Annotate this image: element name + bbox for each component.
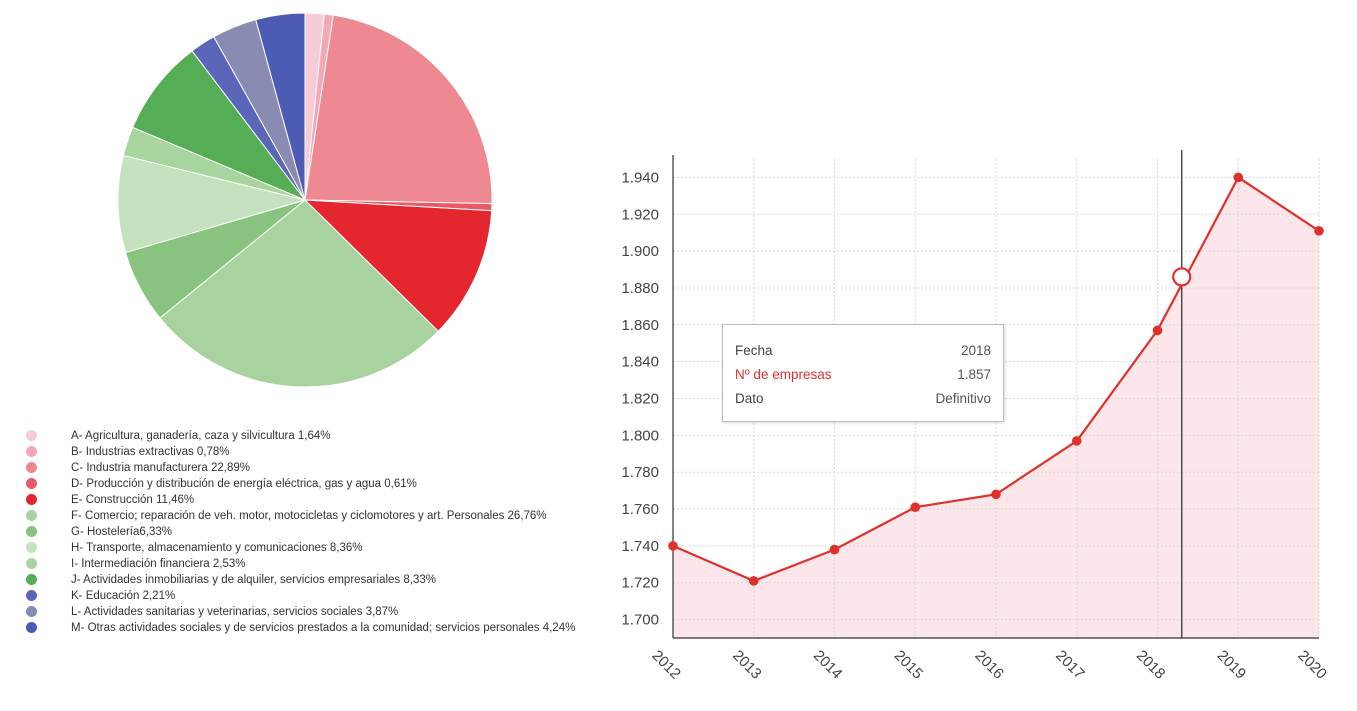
tooltip-row-status: Dato Definitivo <box>735 387 991 411</box>
x-tick-label: 2016 <box>971 647 1007 683</box>
legend-label: G- Hostelería6,33% <box>71 526 172 538</box>
x-tick-label: 2019 <box>1214 647 1250 683</box>
data-point-2016[interactable] <box>991 489 1001 500</box>
tooltip-date-key: Fecha <box>735 343 773 358</box>
legend-label: H- Transporte, almacenamiento y comunica… <box>71 542 363 554</box>
legend-item-l[interactable]: L- Actividades sanitarias y veterinarias… <box>26 604 586 620</box>
y-tick-label: 1.820 <box>621 391 659 408</box>
legend-label: B- Industrias extractivas 0,78% <box>71 446 230 458</box>
x-tick-label: 2018 <box>1133 647 1169 683</box>
legend-swatch <box>26 446 37 457</box>
y-tick-label: 1.700 <box>621 612 659 629</box>
y-tick-label: 1.880 <box>621 280 659 297</box>
legend-swatch <box>26 542 37 553</box>
y-tick-label: 1.780 <box>621 464 659 481</box>
tooltip-count-value: 1.857 <box>957 367 991 382</box>
legend-item-j[interactable]: J- Actividades inmobiliarias y de alquil… <box>26 572 586 588</box>
legend-label: A- Agricultura, ganadería, caza y silvic… <box>71 430 331 442</box>
legend-label: C- Industria manufacturera 22,89% <box>71 462 250 474</box>
pie-legend: A- Agricultura, ganadería, caza y silvic… <box>26 428 586 636</box>
pie-slice-c[interactable] <box>304 14 493 205</box>
data-point-2013[interactable] <box>748 576 759 586</box>
x-tick-label: 2017 <box>1052 647 1088 683</box>
legend-swatch <box>26 494 37 505</box>
legend-item-m[interactable]: M- Otras actividades sociales y de servi… <box>26 620 586 636</box>
legend-swatch <box>26 558 37 569</box>
y-tick-label: 1.720 <box>621 575 659 592</box>
hover-marker <box>1172 267 1192 287</box>
legend-item-i[interactable]: I- Intermediación financiera 2,53% <box>26 556 586 572</box>
legend-item-h[interactable]: H- Transporte, almacenamiento y comunica… <box>26 540 586 556</box>
legend-swatch <box>26 606 37 617</box>
data-point-2020[interactable] <box>1314 226 1324 236</box>
legend-item-c[interactable]: C- Industria manufacturera 22,89% <box>26 460 586 476</box>
legend-swatch <box>26 478 37 489</box>
data-point-2015[interactable] <box>910 502 921 512</box>
y-tick-label: 1.860 <box>621 317 659 334</box>
area-fill <box>673 177 1319 638</box>
data-point-2014[interactable] <box>829 544 840 555</box>
pie-slice-f[interactable] <box>159 199 439 388</box>
legend-item-e[interactable]: E- Construcción 11,46% <box>26 492 586 508</box>
y-tick-label: 1.940 <box>621 169 659 186</box>
tooltip-row-count: Nº de empresas 1.857 <box>735 363 991 387</box>
legend-swatch <box>26 526 37 537</box>
legend-label: E- Construcción 11,46% <box>71 494 195 506</box>
data-point-2019[interactable] <box>1233 172 1244 183</box>
pie-slice-j[interactable] <box>132 50 307 202</box>
legend-label: F- Comercio; reparación de veh. motor, m… <box>71 510 547 522</box>
tooltip-row-date: Fecha 2018 <box>735 339 991 363</box>
companies-line-chart: 1.700 1.720 1.740 1.760 1.780 1.800 1.820 1.840… <box>621 150 1330 683</box>
legend-item-g[interactable]: G- Hostelería6,33% <box>26 524 586 540</box>
legend-swatch <box>26 462 37 473</box>
y-tick-label: 1.760 <box>621 501 659 518</box>
legend-swatch <box>26 430 37 441</box>
legend-label: J- Actividades inmobiliarias y de alquil… <box>71 574 436 586</box>
tooltip-count-key: Nº de empresas <box>735 367 832 382</box>
data-point-2012[interactable] <box>668 541 678 551</box>
x-tick-label: 2014 <box>810 647 846 683</box>
legend-item-d[interactable]: D- Producción y distribución de energía … <box>26 476 586 492</box>
tooltip-date-value: 2018 <box>960 343 991 358</box>
legend-label: I- Intermediación financiera 2,53% <box>71 558 246 570</box>
legend-label: K- Educación 2,21% <box>71 590 176 602</box>
tooltip-status-key: Dato <box>735 391 764 406</box>
y-tick-label: 1.800 <box>621 427 659 444</box>
legend-swatch <box>26 590 37 601</box>
legend-item-f[interactable]: F- Comercio; reparación de veh. motor, m… <box>26 508 586 524</box>
data-point-2018[interactable] <box>1152 325 1163 336</box>
pie-slice-m[interactable] <box>255 12 306 201</box>
chart-tooltip: Fecha 2018 Nº de empresas 1.857 Dato Def… <box>722 324 1004 422</box>
legend-item-a[interactable]: A- Agricultura, ganadería, caza y silvic… <box>26 428 586 444</box>
x-tick-label: 2020 <box>1294 647 1330 683</box>
y-tick-label: 1.900 <box>621 243 659 260</box>
y-tick-label: 1.740 <box>621 538 659 555</box>
legend-label: L- Actividades sanitarias y veterinarias… <box>71 606 399 618</box>
legend-swatch <box>26 574 37 585</box>
legend-label: M- Otras actividades sociales y de servi… <box>71 622 576 634</box>
y-tick-label: 1.920 <box>621 206 659 223</box>
pie-slice-e[interactable] <box>303 199 493 332</box>
y-tick-label: 1.840 <box>621 354 659 371</box>
legend-swatch <box>26 622 37 633</box>
x-tick-label: 2012 <box>648 647 684 683</box>
legend-swatch <box>26 510 37 521</box>
legend-item-b[interactable]: B- Industrias extractivas 0,78% <box>26 444 586 460</box>
data-point-2017[interactable] <box>1071 436 1082 446</box>
sector-pie-chart <box>117 12 493 388</box>
x-tick-label: 2015 <box>891 647 927 683</box>
pie-slice-h[interactable] <box>117 154 307 254</box>
x-tick-label: 2013 <box>729 647 765 683</box>
tooltip-status-value: Definitivo <box>935 391 991 406</box>
legend-label: D- Producción y distribución de energía … <box>71 478 417 490</box>
legend-item-k[interactable]: K- Educación 2,21% <box>26 588 586 604</box>
